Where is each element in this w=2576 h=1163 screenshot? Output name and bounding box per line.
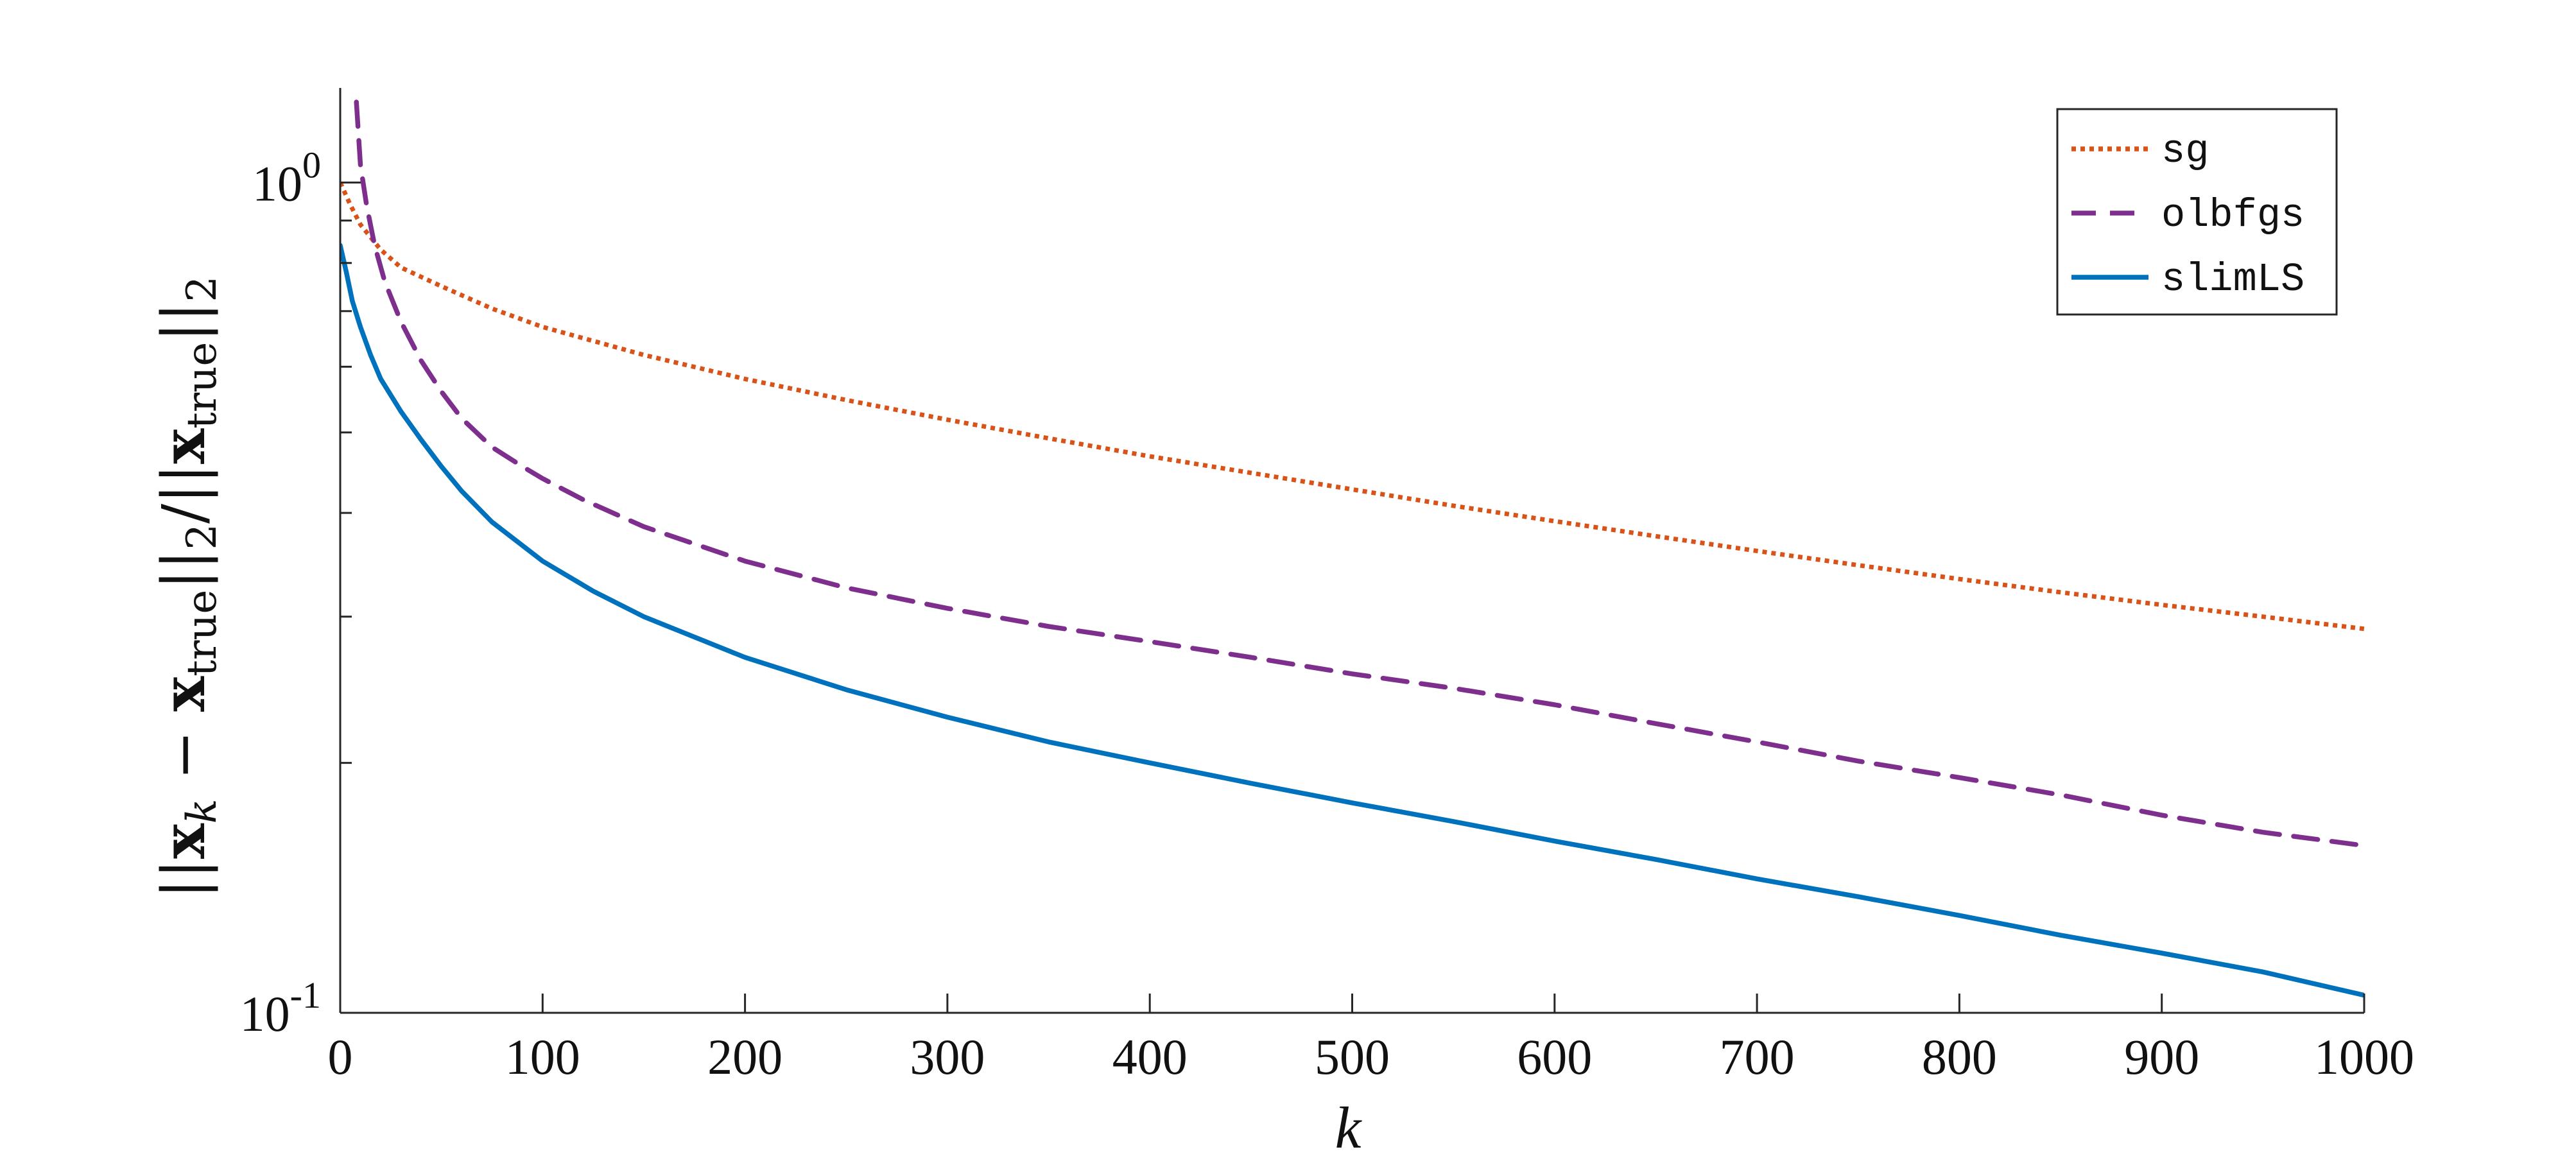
legend-label-olbfgs: olbfgs	[2161, 193, 2304, 238]
plot-area	[340, 99, 2364, 998]
legend-label-sg: sg	[2161, 128, 2209, 174]
x-tick-label: 400	[1112, 1029, 1188, 1085]
series-line-slimls	[340, 243, 2364, 998]
legend-label-slimls: slimLS	[2161, 257, 2304, 302]
x-tick-label: 500	[1315, 1029, 1390, 1085]
y-axis-label: ||xk − xtrue||2/||xtrue||2	[149, 276, 226, 899]
legend: sg olbfgs slimLS	[2056, 108, 2338, 316]
x-axis-label: k	[1335, 1095, 1363, 1160]
x-tick-label: 0	[328, 1029, 353, 1085]
svg-text:||xk − xtrue||2/||xtrue||2: ||xk − xtrue||2/||xtrue||2	[149, 276, 226, 899]
series-line-olbfgs	[354, 99, 2364, 849]
x-tick-label: 700	[1720, 1029, 1795, 1085]
x-tick-label: 800	[1922, 1029, 1997, 1085]
legend-box	[2056, 108, 2338, 316]
x-tick-label: 1000	[2314, 1029, 2414, 1085]
y-tick-label: 10-1	[240, 974, 321, 1042]
x-tick-label: 900	[2124, 1029, 2199, 1085]
x-tick-label: 600	[1517, 1029, 1592, 1085]
series-line-sg	[340, 181, 2364, 632]
x-tick-label: 100	[505, 1029, 580, 1085]
x-ticks: 0 100 200 300 400 500 600 700 800 900 1000	[328, 994, 2414, 1085]
y-ticks: 100 10-1	[240, 144, 361, 1042]
x-tick-label: 300	[910, 1029, 985, 1085]
x-tick-label: 200	[707, 1029, 782, 1085]
y-tick-label: 100	[252, 144, 321, 211]
